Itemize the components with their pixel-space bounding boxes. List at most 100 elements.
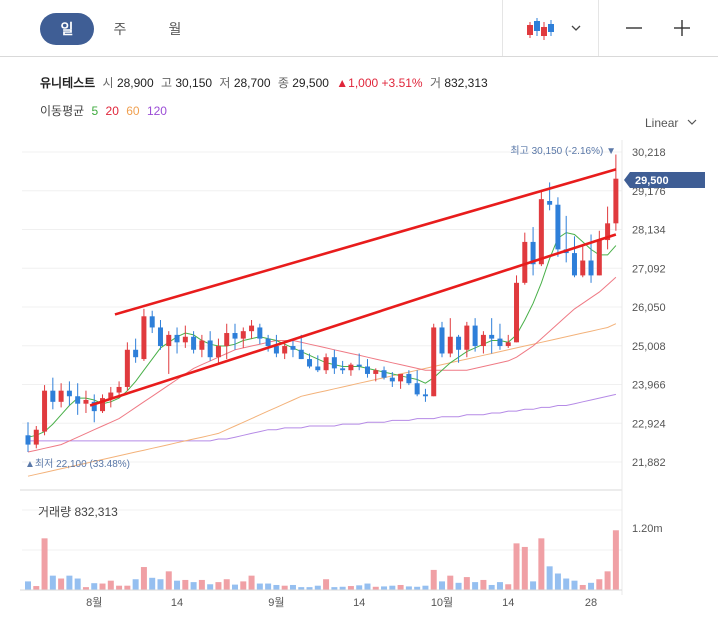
volume-bar <box>389 585 396 590</box>
candle <box>356 353 362 371</box>
candle <box>166 331 172 374</box>
candle <box>124 342 130 391</box>
candle <box>489 318 495 354</box>
ma20-line <box>27 276 617 453</box>
candle <box>373 368 379 382</box>
volume-bar <box>33 586 40 590</box>
candle <box>66 381 72 406</box>
volume-bar <box>124 585 131 590</box>
trendline[interactable] <box>89 233 617 407</box>
volume-bar <box>513 543 520 590</box>
high-annotation: 최고 30,150 (-2.16%) ▼ <box>510 145 616 157</box>
volume-bar <box>405 586 412 590</box>
volume-label: 거 <box>429 76 441 90</box>
zoom-out-button[interactable] <box>620 12 648 44</box>
change-value: ▲1,000 <box>336 76 379 90</box>
candle <box>108 386 114 408</box>
ma60-line <box>27 323 617 477</box>
candle-body <box>514 282 520 343</box>
candle-body <box>108 392 114 399</box>
candle <box>472 318 478 352</box>
candle <box>364 359 370 378</box>
high-value: 30,150 <box>175 76 213 90</box>
candle <box>414 370 420 397</box>
candle-body <box>489 334 495 339</box>
candle-body <box>389 377 395 382</box>
ma20-legend: 20 <box>105 104 119 118</box>
zoom-in-button[interactable] <box>668 12 696 44</box>
candle <box>141 308 147 361</box>
ma60-legend: 60 <box>126 104 140 118</box>
candle <box>282 342 288 360</box>
price-tick-label: 22,924 <box>632 418 666 430</box>
open-value: 28,900 <box>116 76 154 90</box>
minus-icon <box>626 27 642 29</box>
candle <box>315 355 321 373</box>
candle <box>538 189 544 267</box>
candle <box>580 245 586 278</box>
tab-monthly[interactable]: 월 <box>168 21 182 37</box>
trendline[interactable] <box>114 168 617 316</box>
moving-average-legend: 이동평균 5 20 60 120 <box>40 102 171 119</box>
candle <box>439 321 445 358</box>
candle <box>174 327 180 354</box>
close-value: 29,500 <box>292 76 329 90</box>
candle <box>149 310 155 334</box>
candle-body <box>331 357 337 369</box>
volume-bar <box>74 578 81 590</box>
candle <box>422 388 428 402</box>
tab-daily[interactable]: 일 <box>40 13 94 45</box>
volume-bar <box>281 585 288 590</box>
current-price-badge: 29,500 <box>624 172 705 188</box>
price-axis: 30,218 29,176 28,134 27,092 26,050 25,008 23,9… <box>632 147 666 469</box>
low-label: 저 <box>219 76 231 90</box>
scale-dropdown[interactable]: Linear <box>645 116 698 130</box>
volume-bar <box>430 569 437 590</box>
candle-body <box>191 336 197 350</box>
candle <box>563 215 569 263</box>
volume-bar <box>182 579 189 590</box>
candle <box>323 353 329 374</box>
candle <box>514 275 520 343</box>
price-tick-label: 30,218 <box>632 147 666 159</box>
trendlines <box>89 168 617 407</box>
candle <box>50 377 56 410</box>
candle <box>381 366 387 380</box>
candle-body <box>240 331 246 339</box>
volume-bar <box>314 585 321 590</box>
volume-bar <box>505 584 512 590</box>
candle-body <box>555 204 561 250</box>
candle-body <box>530 241 536 265</box>
volume-bar <box>256 583 263 590</box>
ma120-line <box>28 393 617 442</box>
date-tick-label: 14 <box>353 597 365 609</box>
volume-bar <box>265 583 272 590</box>
candle-body <box>215 346 221 358</box>
candle-body <box>58 390 64 402</box>
chart-type-button[interactable] <box>518 12 588 44</box>
candle-body <box>605 223 611 241</box>
tab-weekly[interactable]: 주 <box>113 21 127 37</box>
candle <box>464 321 470 358</box>
open-label: 시 <box>102 76 114 90</box>
candle-body <box>25 435 31 445</box>
volume-bar <box>66 575 73 590</box>
chevron-down-icon <box>687 119 697 125</box>
volume-bar <box>41 538 48 590</box>
volume-bar <box>414 586 421 590</box>
volume-bar <box>107 580 114 590</box>
candle <box>331 349 337 374</box>
chart-toolbar: 일 주 월 <box>0 0 718 57</box>
moving-average-lines <box>27 232 617 477</box>
candle <box>456 334 462 363</box>
ma-label: 이동평균 <box>40 104 85 118</box>
candle-body <box>464 325 470 350</box>
date-axis: 8월 14 9월 14 10월 14 28 <box>86 596 597 609</box>
candle-body <box>141 316 147 360</box>
volume-bar <box>132 579 139 590</box>
volume-bar <box>116 585 123 590</box>
close-label: 종 <box>277 76 289 90</box>
volume-series <box>25 530 619 590</box>
volume-bar <box>339 586 346 590</box>
